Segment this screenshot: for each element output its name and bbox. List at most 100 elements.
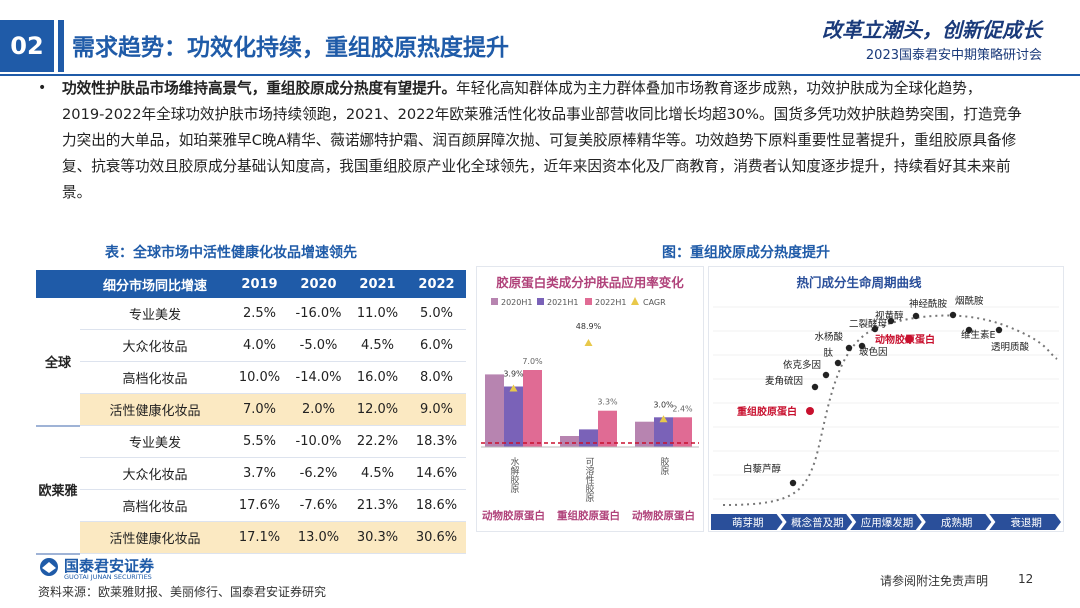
lifecycle-chart-title: 热门成分生命周期曲线 bbox=[796, 275, 922, 290]
lifecycle-point-label: 肽 bbox=[823, 347, 833, 359]
lifecycle-point-label: 水杨酸 bbox=[814, 331, 843, 343]
growth-value-cell: 11.0% bbox=[348, 298, 407, 330]
legend-swatch bbox=[585, 298, 592, 305]
cagr-marker bbox=[584, 339, 593, 346]
lifecycle-point bbox=[858, 342, 866, 350]
growth-value-cell: 4.5% bbox=[348, 457, 407, 490]
stage-label: 衰退期 bbox=[1010, 516, 1041, 529]
lifecycle-point-label: 二裂酵母 bbox=[849, 318, 887, 330]
summary-lead: 功效性护肤品市场维持高景气，重组胶原成分热度有望提升。 bbox=[62, 80, 457, 97]
growth-value-cell: 6.0% bbox=[407, 329, 466, 362]
lifecycle-point-label: 依克多因 bbox=[783, 359, 821, 371]
lifecycle-point bbox=[845, 344, 853, 352]
group-label: 欧莱雅 bbox=[36, 425, 80, 555]
lifecycle-point bbox=[887, 317, 895, 325]
growth-value-cell: 16.0% bbox=[348, 361, 407, 394]
bar bbox=[654, 417, 673, 447]
cagr-legend-icon bbox=[631, 297, 639, 305]
bar bbox=[673, 417, 692, 447]
lifecycle-point-label: 重组胶原蛋白 bbox=[737, 405, 797, 418]
table-row: 大众化妆品 3.7% -6.2% 4.5% 14.6% bbox=[36, 457, 466, 490]
group-label: 全球 bbox=[36, 298, 80, 427]
figure-caption: 图：重组胶原成分热度提升 bbox=[662, 245, 830, 261]
lifecycle-point-label: 玻色因 bbox=[859, 346, 888, 358]
stage-chevron bbox=[919, 514, 992, 530]
stage-label: 萌芽期 bbox=[732, 516, 764, 529]
lifecycle-point bbox=[995, 326, 1003, 334]
logo-subtext: GUOTAI JUNAN SECURITIES bbox=[64, 573, 152, 581]
lifecycle-point-label: 麦角硫因 bbox=[765, 375, 803, 387]
growth-value-cell: 12.0% bbox=[348, 393, 407, 426]
segment-name-cell: 高档化妆品 bbox=[80, 489, 230, 522]
lifecycle-point bbox=[965, 326, 973, 334]
table-header: 细分市场同比增速 bbox=[80, 270, 230, 298]
growth-value-cell: -14.0% bbox=[289, 361, 348, 394]
category-label: 水解胶原 bbox=[509, 456, 520, 493]
table-header-blank bbox=[36, 270, 80, 298]
summary-body: 年轻化高知群体成为主力群体叠加市场教育逐步成熟，功效护肤成为全球化趋势，2019… bbox=[62, 80, 1022, 201]
segment-name-cell: 活性健康化妆品 bbox=[80, 393, 230, 426]
growth-value-cell: 5.0% bbox=[407, 298, 466, 330]
stage-chevron bbox=[711, 514, 783, 530]
legend-label: 2020H1 bbox=[501, 298, 532, 307]
bar-value-label: 3.3% bbox=[597, 398, 618, 407]
bar bbox=[560, 436, 579, 447]
legend-label: 2021H1 bbox=[547, 298, 578, 307]
stage-label: 概念普及期 bbox=[791, 516, 844, 529]
collagen-bar-chart-svg: 胶原蛋白类成分护肤品应用率变化 2020H1 2021H1 2022H1 CAGR 7.… bbox=[481, 275, 699, 522]
segment-name-cell: 专业美发 bbox=[80, 425, 230, 458]
category-label: 可溶性胶原 bbox=[584, 457, 595, 502]
growth-value-cell: 18.3% bbox=[407, 425, 466, 458]
lifecycle-point bbox=[905, 335, 913, 343]
legend-swatch bbox=[537, 298, 544, 305]
conference-slogan: 改革立潮头，创新促成长 bbox=[822, 18, 1042, 42]
growth-value-cell: 13.0% bbox=[289, 521, 348, 554]
title-accent-bar bbox=[58, 20, 64, 72]
table-row: 全球 专业美发 2.5% -16.0% 11.0% 5.0% bbox=[36, 298, 466, 427]
bar-chart-title: 胶原蛋白类成分护肤品应用率变化 bbox=[496, 275, 684, 290]
growth-value-cell: 3.7% bbox=[230, 457, 289, 490]
legend-swatch bbox=[491, 298, 498, 305]
collagen-bar-chart: 胶原蛋白类成分护肤品应用率变化 2020H1 2021H1 2022H1 CAGR 7.… bbox=[476, 266, 704, 532]
growth-value-cell: 8.0% bbox=[407, 361, 466, 394]
bar-value-label: 2.4% bbox=[672, 404, 693, 413]
stage-chevron bbox=[780, 514, 853, 530]
growth-value-cell: -16.0% bbox=[289, 298, 348, 330]
lifecycle-point-label: 透明质酸 bbox=[991, 341, 1030, 353]
bar bbox=[635, 421, 654, 447]
segment-name-cell: 高档化妆品 bbox=[80, 361, 230, 394]
growth-value-cell: 7.0% bbox=[230, 393, 289, 426]
page-number: 12 bbox=[1018, 572, 1034, 586]
growth-value-cell: 18.6% bbox=[407, 489, 466, 522]
lifecycle-point-label: 神经酰胺 bbox=[909, 298, 948, 310]
segment-name-cell: 大众化妆品 bbox=[80, 457, 230, 490]
disclaimer-link[interactable]: 请参阅附注免责声明 bbox=[880, 574, 989, 588]
stage-chevron bbox=[989, 514, 1061, 530]
summary-paragraph: 功效性护肤品市场维持高景气，重组胶原成分热度有望提升。年轻化高知群体成为主力群体… bbox=[62, 76, 1022, 206]
lifecycle-curve bbox=[722, 314, 1058, 506]
cagr-marker bbox=[659, 415, 668, 423]
lifecycle-point bbox=[949, 311, 957, 319]
lifecycle-chart: 热门成分生命周期曲线 白藜芦醇 重组胶原蛋白 麦角硫因 依克多因肽 水杨酸 玻色因 二裂酵母… bbox=[708, 266, 1064, 532]
bar bbox=[598, 410, 617, 447]
category-tag: 动物胶原蛋白 bbox=[632, 509, 695, 522]
category-tag: 动物胶原蛋白 bbox=[482, 509, 545, 522]
bar bbox=[504, 386, 523, 447]
table-row: 大众化妆品 4.0% -5.0% 4.5% 6.0% bbox=[36, 329, 466, 362]
lifecycle-point-label: 视黄醇 bbox=[875, 310, 904, 322]
lifecycle-point-label: 动物胶原蛋白 bbox=[875, 333, 935, 346]
table-header-row: 细分市场同比增速 2019 2020 2021 2022 bbox=[36, 270, 466, 298]
lifecycle-point bbox=[834, 359, 842, 367]
segment-name-cell: 大众化妆品 bbox=[80, 329, 230, 362]
lifecycle-point bbox=[811, 383, 819, 391]
growth-value-cell: 9.0% bbox=[407, 393, 466, 426]
growth-value-cell: 30.3% bbox=[348, 521, 407, 554]
bar-value-label: 7.0% bbox=[522, 357, 543, 366]
growth-value-cell: 17.1% bbox=[230, 521, 289, 554]
growth-value-cell: 30.6% bbox=[407, 521, 466, 554]
lifecycle-point bbox=[789, 479, 797, 487]
stage-label: 应用爆发期 bbox=[861, 516, 914, 529]
table-row: 高档化妆品 10.0% -14.0% 16.0% 8.0% bbox=[36, 361, 466, 394]
lifecycle-point bbox=[912, 312, 920, 320]
